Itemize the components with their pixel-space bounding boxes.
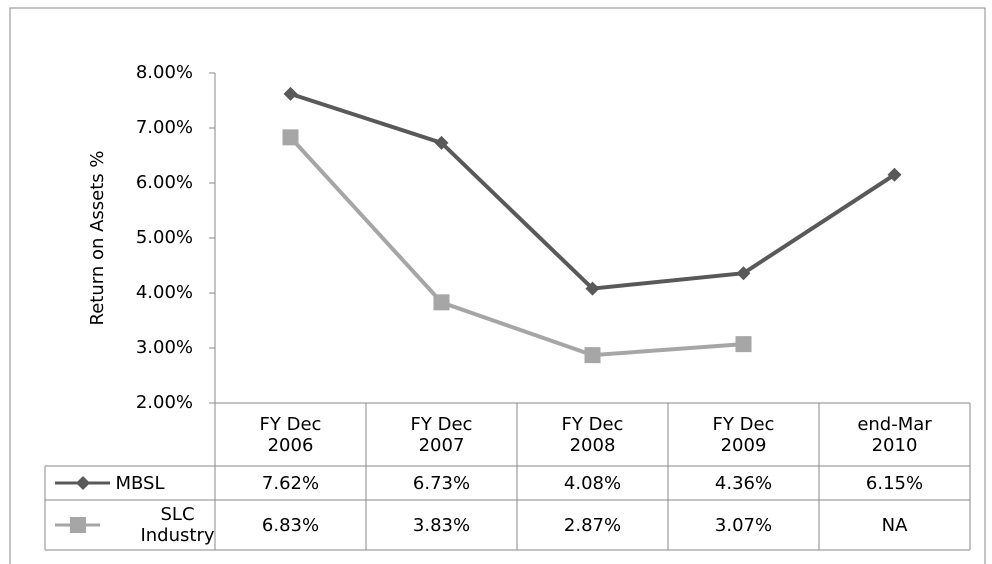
data-point — [735, 336, 752, 353]
value-label: NA — [819, 500, 970, 550]
data-point — [434, 135, 449, 150]
x-tick-label-text: end-Mar 2010 — [857, 413, 932, 456]
y-tick-label: 7.00% — [136, 117, 193, 138]
y-tick-label: 2.00% — [136, 392, 193, 413]
value-label-text: 6.83% — [261, 514, 320, 536]
data-point — [433, 294, 450, 311]
legend-label-text: MBSL — [115, 472, 165, 494]
data-point — [584, 347, 601, 364]
y-axis-label: Return on Assets % — [87, 151, 108, 326]
y-tick-label: 5.00% — [136, 227, 193, 248]
value-label: 4.08% — [517, 466, 668, 500]
series-line — [289, 91, 896, 291]
x-tick-label: FY Dec 2008 — [517, 403, 668, 466]
data-point — [585, 281, 600, 296]
legend-marker — [70, 517, 86, 533]
value-label-text: 4.08% — [563, 472, 622, 494]
value-label: 4.36% — [668, 466, 819, 500]
x-tick-label-text: FY Dec 2007 — [410, 413, 473, 456]
value-label-text: 6.73% — [412, 472, 471, 494]
value-label: 7.62% — [215, 466, 366, 500]
series-line — [289, 135, 744, 358]
value-label-text: 6.15% — [865, 472, 924, 494]
value-label: 6.83% — [215, 500, 366, 550]
x-tick-label-text: FY Dec 2009 — [712, 413, 775, 456]
data-point — [283, 86, 298, 101]
value-label-text: 2.87% — [563, 514, 622, 536]
data-point — [887, 167, 902, 182]
data-point — [736, 266, 751, 281]
value-label-text: NA — [881, 514, 908, 536]
legend-label: SLC Industry — [140, 500, 215, 550]
value-label-text: 3.83% — [412, 514, 471, 536]
y-tick-label: 4.00% — [136, 282, 193, 303]
chart-border — [9, 7, 986, 564]
legend-label: MBSL — [105, 466, 175, 500]
x-tick-label: FY Dec 2009 — [668, 403, 819, 466]
x-tick-label-text: FY Dec 2008 — [561, 413, 624, 456]
data-point — [282, 129, 299, 146]
y-tick-label: 6.00% — [136, 172, 193, 193]
y-tick-label: 8.00% — [136, 62, 193, 83]
x-tick-label: end-Mar 2010 — [819, 403, 970, 466]
value-label: 6.15% — [819, 466, 970, 500]
value-label: 3.07% — [668, 500, 819, 550]
value-label-text: 7.62% — [261, 472, 320, 494]
legend-label-text: SLC Industry — [140, 504, 215, 546]
value-label-text: 3.07% — [714, 514, 773, 536]
y-tick-label: 3.00% — [136, 337, 193, 358]
value-label: 2.87% — [517, 500, 668, 550]
legend-marker — [76, 476, 90, 490]
x-tick-label: FY Dec 2006 — [215, 403, 366, 466]
value-label: 6.73% — [366, 466, 517, 500]
x-tick-label: FY Dec 2007 — [366, 403, 517, 466]
value-label: 3.83% — [366, 500, 517, 550]
x-tick-label-text: FY Dec 2006 — [259, 413, 322, 456]
value-label-text: 4.36% — [714, 472, 773, 494]
